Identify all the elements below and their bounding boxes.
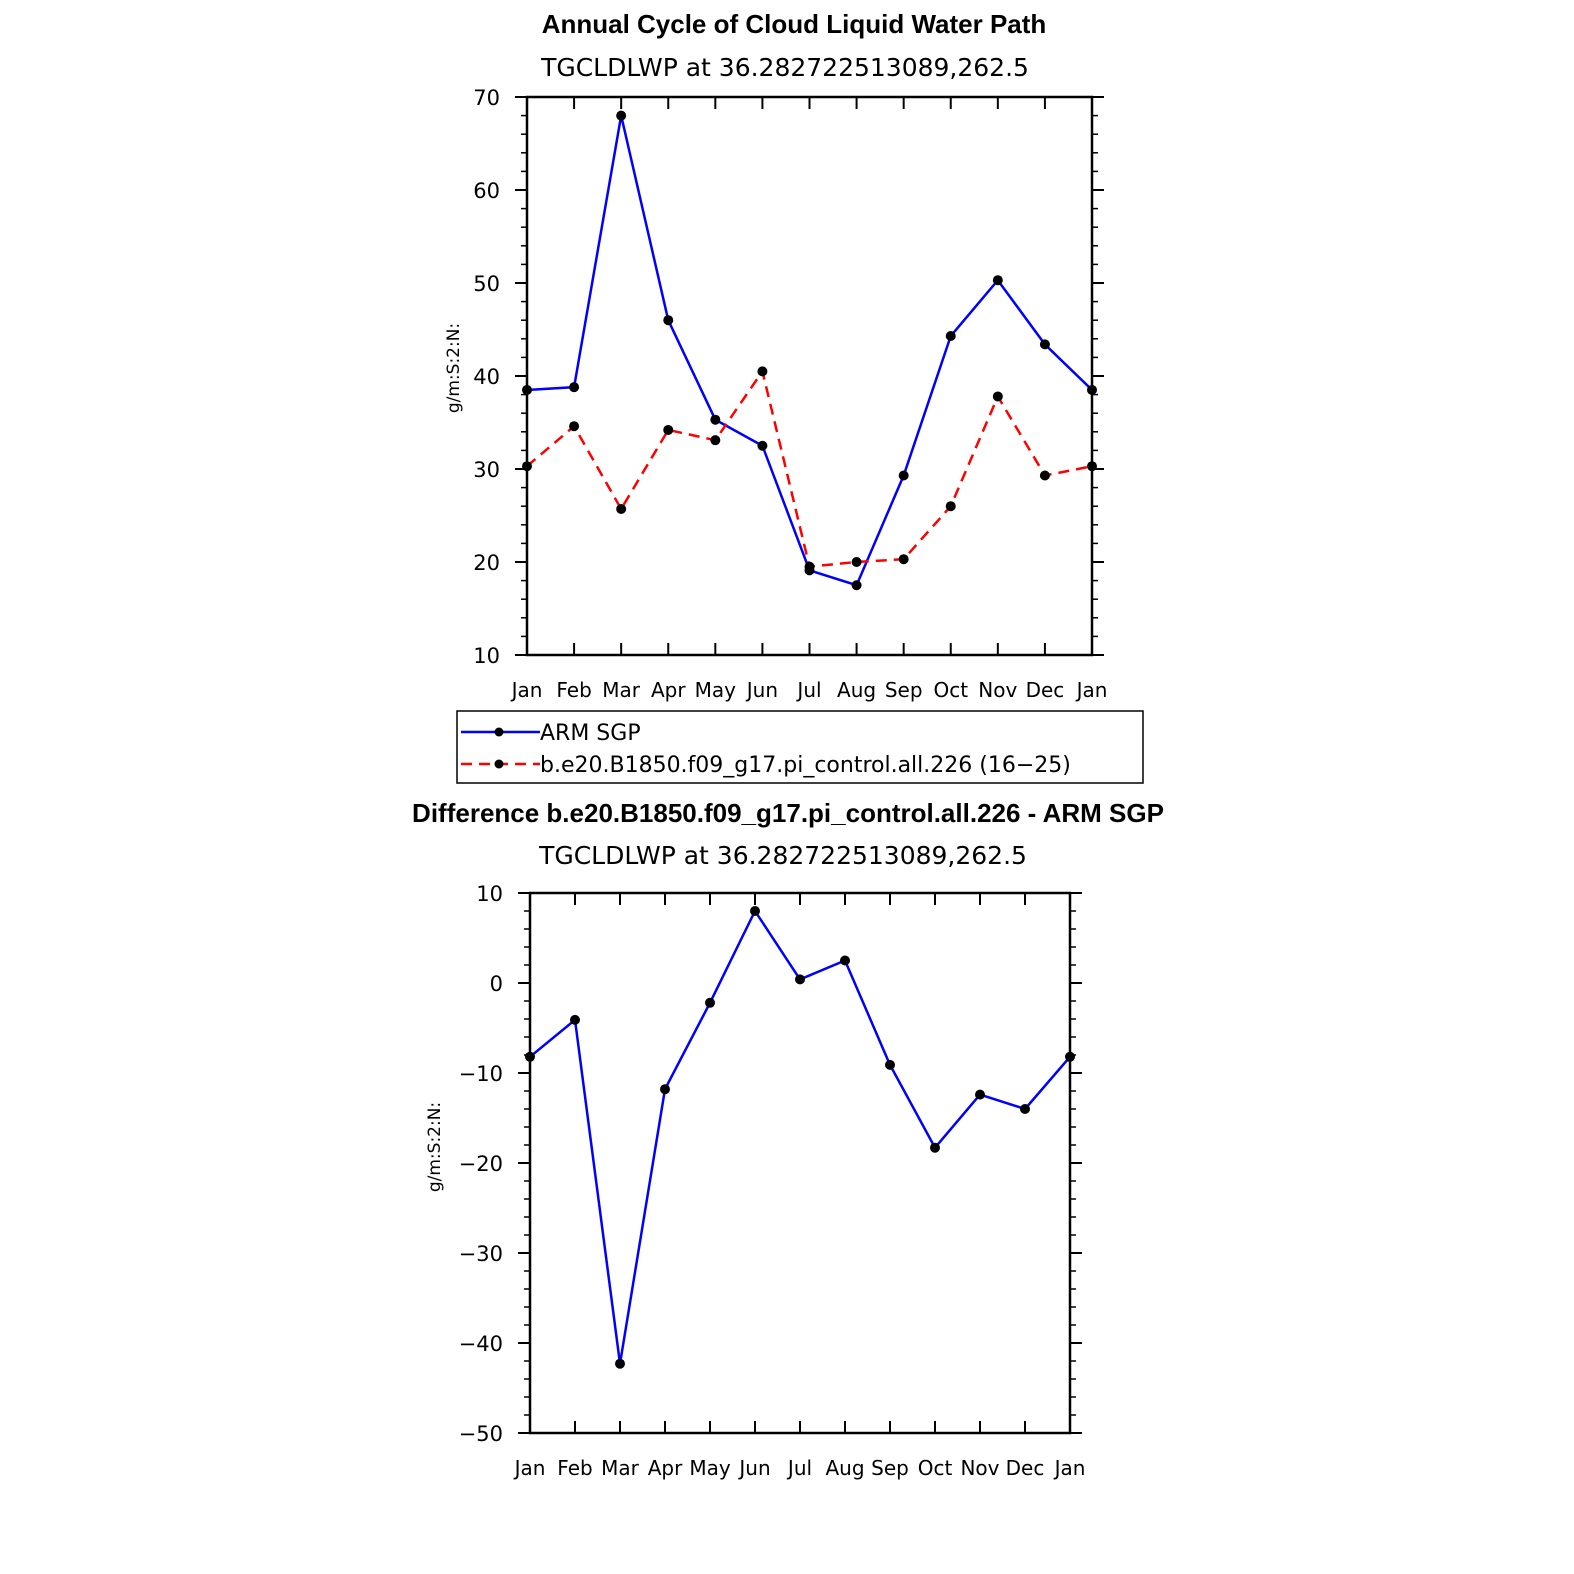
series-0-point xyxy=(663,315,674,326)
legend-marker-arm-sgp xyxy=(494,727,504,737)
series-0-point xyxy=(885,1059,895,1070)
plot-frame xyxy=(528,891,1072,1435)
series-0-point xyxy=(992,275,1003,286)
x-tick-label: Feb xyxy=(557,1456,592,1480)
series-1-point xyxy=(992,391,1003,402)
series-0-point xyxy=(898,470,909,481)
y-axis-label: g/m:S:2:N: xyxy=(444,323,464,413)
y-tick-label: 30 xyxy=(473,458,500,482)
x-tick-label: Mar xyxy=(601,1456,640,1480)
y-tick-label: 50 xyxy=(473,272,500,296)
series-1-point xyxy=(522,461,532,472)
x-tick-label: Apr xyxy=(648,1456,683,1480)
series-0-point xyxy=(975,1089,985,1100)
series-0-point xyxy=(851,580,862,591)
x-tick-label: Nov xyxy=(960,1456,999,1480)
x-tick-label: Jul xyxy=(786,1456,812,1480)
series-1-point xyxy=(945,501,956,512)
series-1-point xyxy=(663,424,674,435)
series-0-point xyxy=(1039,339,1050,350)
series-0-point xyxy=(795,974,805,985)
series-1-point xyxy=(851,557,862,567)
chart-title: Difference b.e20.B1850.f09_g17.pi_contro… xyxy=(412,798,1164,828)
series-0-point xyxy=(570,1014,580,1025)
x-tick-label: May xyxy=(689,1456,731,1480)
y-tick-label: 10 xyxy=(473,644,500,668)
series-0-point xyxy=(569,382,580,393)
y-tick-label: 0 xyxy=(490,972,503,996)
annual-cycle-chart: Annual Cycle of Cloud Liquid Water Path … xyxy=(444,9,1107,702)
legend-box xyxy=(456,710,1144,784)
y-tick-label: −40 xyxy=(459,1332,503,1356)
x-tick-label: Aug xyxy=(825,1456,864,1480)
series-0-point xyxy=(757,440,768,451)
series-0-point xyxy=(615,1358,625,1369)
y-tick-label: −30 xyxy=(459,1242,503,1266)
x-tick-label: Dec xyxy=(1026,678,1065,702)
y-axis-label: g/m:S:2:N: xyxy=(425,1102,445,1192)
series-line-1 xyxy=(526,368,1093,569)
series-1-point xyxy=(804,561,815,572)
chart-subtitle: TGCLDLWP at 36.282722513089,262.5 xyxy=(540,53,1029,82)
plot-area: Jan Feb Mar Apr May Jun Jul Aug Sep Oct Nov Dec Jan 1… xyxy=(473,86,1107,702)
x-tick-label: Jan xyxy=(1075,678,1108,702)
series-0-point xyxy=(705,997,715,1008)
series-1-point xyxy=(569,421,580,432)
legend-label-arm-sgp: ARM SGP xyxy=(540,721,641,746)
x-tick-label: Jun xyxy=(745,678,778,702)
series-0-point xyxy=(525,1051,535,1062)
series-1-point xyxy=(1039,470,1050,481)
y-tick-label: 10 xyxy=(476,882,503,906)
x-tick-label: Nov xyxy=(978,678,1017,702)
legend: ARM SGP b.e20.B1850.f09_g17.pi_control.a… xyxy=(456,710,1144,784)
x-tick-label: Feb xyxy=(556,678,591,702)
y-tick-label: −10 xyxy=(459,1062,503,1086)
legend-label-model: b.e20.B1850.f09_g17.pi_control.all.226 (… xyxy=(540,753,1071,778)
x-tick-label: Jul xyxy=(795,678,821,702)
plot-area: Jan Feb Mar Apr May Jun Jul Aug Sep Oct Nov Dec Jan−… xyxy=(459,882,1086,1480)
x-tick-label: Sep xyxy=(885,678,923,702)
x-tick-label: Jan xyxy=(1053,1456,1086,1480)
series-1-point xyxy=(616,503,627,514)
x-tick-label: Oct xyxy=(933,678,968,702)
series-0-point xyxy=(750,906,760,916)
x-tick-label: Dec xyxy=(1006,1456,1045,1480)
series-0-point xyxy=(710,414,721,425)
series-1-point xyxy=(710,435,721,446)
chart-title: Annual Cycle of Cloud Liquid Water Path xyxy=(542,9,1047,39)
series-1-point xyxy=(1087,461,1097,472)
y-tick-label: 60 xyxy=(473,179,500,203)
series-0-point xyxy=(945,331,956,342)
y-tick-label: −50 xyxy=(459,1422,503,1446)
series-0-point xyxy=(660,1084,670,1095)
x-tick-label: Sep xyxy=(871,1456,909,1480)
legend-marker-model xyxy=(494,759,504,769)
y-tick-label: 40 xyxy=(473,365,500,389)
y-tick-label: −20 xyxy=(459,1152,503,1176)
series-1-point xyxy=(757,366,768,377)
chart-subtitle: TGCLDLWP at 36.282722513089,262.5 xyxy=(538,841,1027,870)
x-tick-label: May xyxy=(695,678,737,702)
series-0-point xyxy=(1087,384,1097,395)
series-0-point xyxy=(1065,1051,1075,1062)
x-tick-label: Oct xyxy=(918,1456,953,1480)
x-tick-label: Jun xyxy=(737,1456,770,1480)
x-tick-label: Jan xyxy=(513,1456,546,1480)
series-0-point xyxy=(616,110,627,121)
x-tick-label: Apr xyxy=(651,678,686,702)
series-line-0 xyxy=(526,115,1093,587)
series-0-point xyxy=(522,384,532,395)
difference-chart: Difference b.e20.B1850.f09_g17.pi_contro… xyxy=(412,798,1164,1480)
series-0-point xyxy=(930,1142,940,1153)
series-0-point xyxy=(840,955,850,966)
x-tick-label: Aug xyxy=(837,678,876,702)
x-tick-label: Jan xyxy=(510,678,543,702)
series-1-point xyxy=(898,554,909,565)
y-tick-label: 20 xyxy=(473,551,500,575)
series-0-point xyxy=(1020,1104,1030,1114)
y-tick-label: 70 xyxy=(473,86,500,110)
x-tick-label: Mar xyxy=(602,678,641,702)
